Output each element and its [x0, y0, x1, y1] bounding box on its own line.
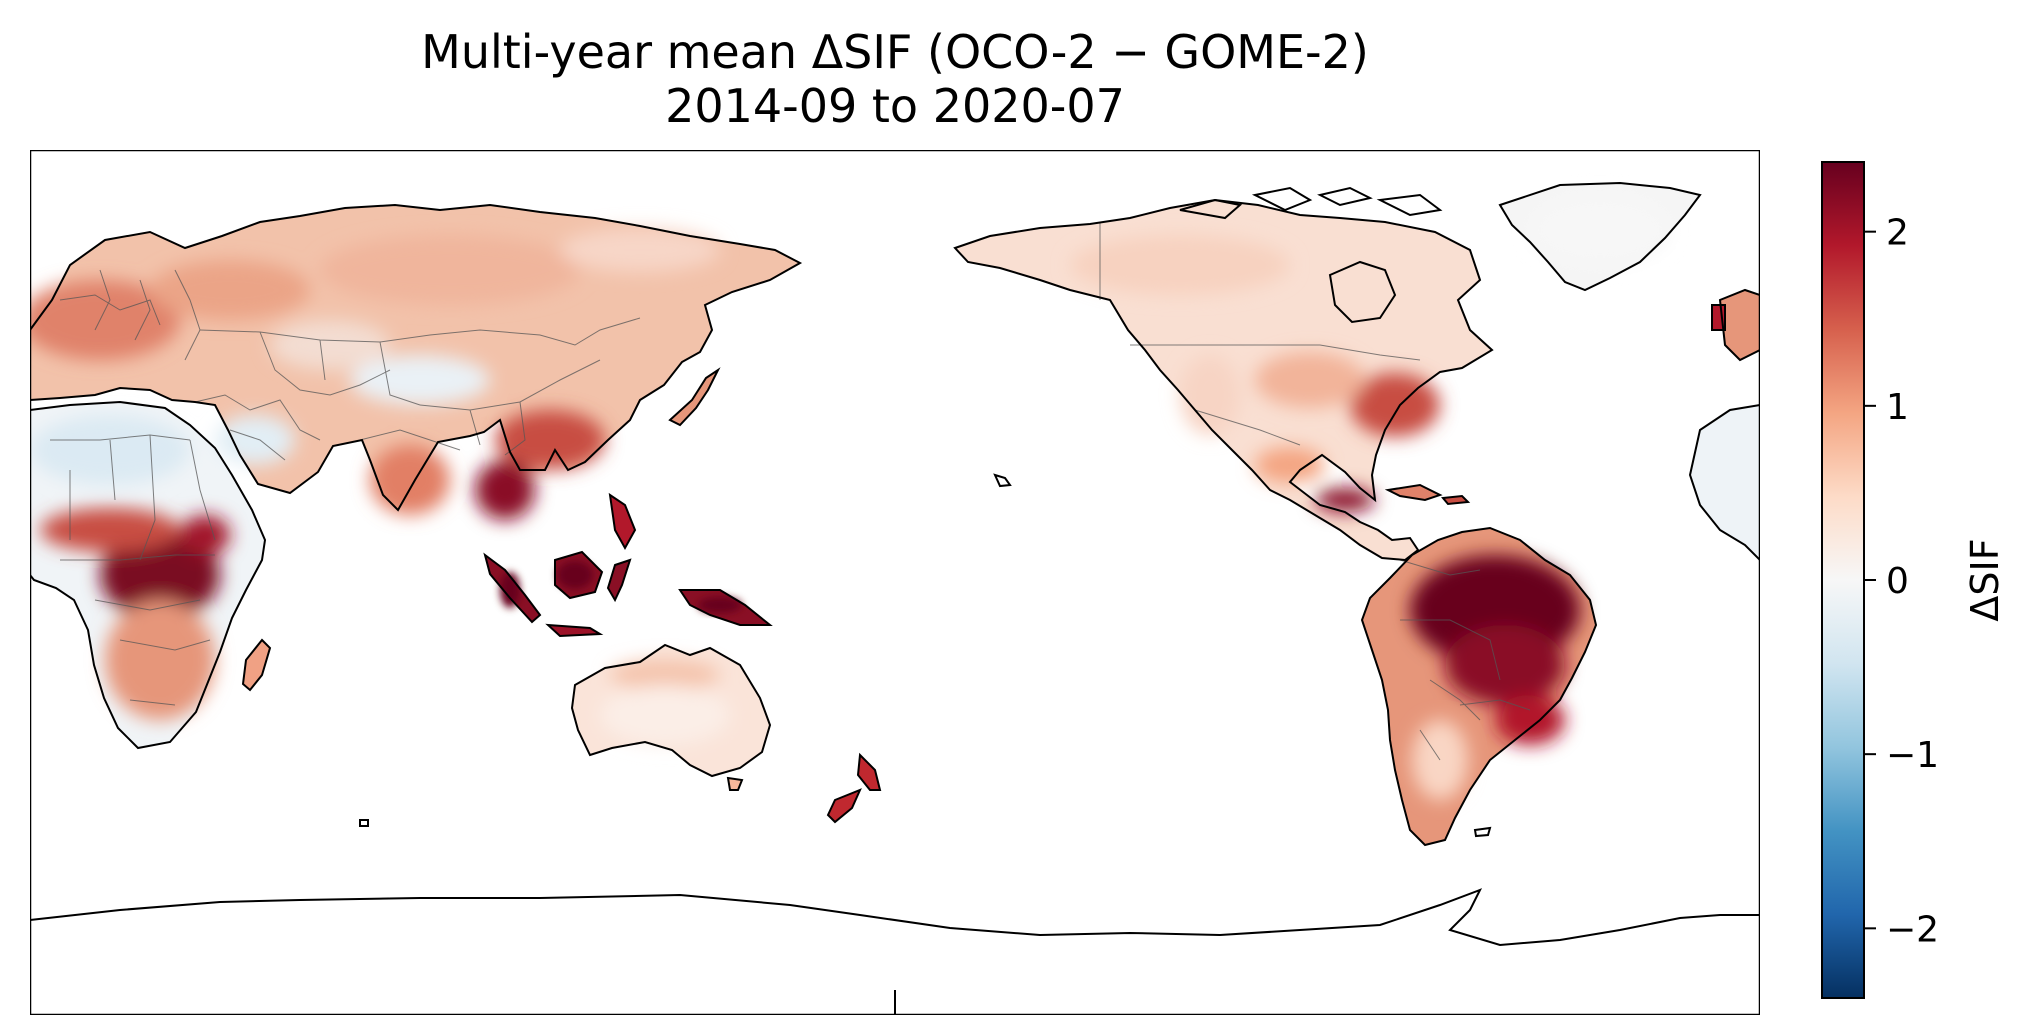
colorbar-tick-label: −2	[1886, 909, 1939, 950]
colorbar-tick-label: −1	[1886, 735, 1939, 776]
coast-madagascar	[241, 638, 272, 692]
country-borders	[50, 222, 1531, 761]
border-china	[419, 359, 601, 456]
coast-tasmania	[726, 776, 744, 791]
colorbar-tick-label: 1	[1886, 387, 1909, 428]
land-new-zealand	[828, 755, 880, 822]
hot-congo	[100, 530, 220, 620]
coast-africa-east-edge	[1688, 404, 1760, 561]
coast-japan	[668, 367, 721, 427]
coast-north-america	[953, 198, 1494, 562]
hot-brazil-southeast	[1495, 695, 1565, 745]
coast-uk	[1711, 304, 1726, 331]
hot-australia-interior	[600, 685, 730, 745]
hot-india	[370, 445, 450, 515]
border-africa	[50, 434, 216, 706]
coast-australia	[570, 643, 772, 778]
coast-hudson-bay	[1328, 260, 1397, 324]
hot-mexico	[1255, 447, 1325, 483]
border-india	[359, 429, 461, 451]
hot-indonesia-core	[557, 561, 593, 589]
land-antarctica	[30, 890, 1760, 1015]
land-africa-east-edge	[1690, 405, 1760, 560]
colorbar-ticks: −2 −1 0 1 2	[1864, 213, 1939, 950]
coast-sulawesi	[606, 558, 632, 603]
coast-antarctica	[30, 888, 1760, 947]
colorbar-label: ΔSIF	[1963, 538, 2007, 621]
coast-new-guinea	[678, 589, 773, 626]
chart-title: Multi-year mean ΔSIF (OCO-2 − GOME-2)	[421, 25, 1369, 79]
colorbar-gradient	[1821, 161, 1865, 999]
coast-java	[545, 623, 604, 638]
border-europe	[59, 269, 201, 361]
coast-philippines	[608, 492, 637, 551]
coast-sumatra	[483, 552, 542, 624]
hot-indochina	[475, 460, 535, 520]
hot-central-us	[1255, 352, 1365, 408]
border-south-america	[1399, 559, 1531, 761]
hot-australia-north	[610, 660, 720, 690]
border-middle-east	[194, 394, 321, 461]
map-panel	[30, 150, 1760, 1015]
land-java	[548, 625, 600, 636]
hot-siberia	[320, 235, 580, 305]
coast-south-america	[1360, 526, 1598, 847]
colorbar-tick-label: 2	[1886, 213, 1909, 254]
heat-hotspots	[30, 195, 1670, 800]
coast-cuba	[1384, 483, 1443, 502]
coast-small-islands	[359, 473, 1492, 838]
coast-arctic-islands	[1179, 186, 1443, 220]
chart-subtitle: 2014-09 to 2020-07	[665, 79, 1125, 133]
border-central-asia	[259, 331, 421, 406]
hot-west-africa	[40, 508, 180, 552]
coast-africa	[30, 400, 267, 750]
border-north-america	[1099, 222, 1421, 446]
hot-south-china	[495, 410, 605, 470]
border-russia-south	[199, 317, 641, 346]
hot-southern-africa	[105, 600, 215, 720]
hot-east-siberia	[560, 228, 720, 272]
hot-central-asia	[270, 320, 390, 370]
coast-eurasia	[30, 203, 803, 512]
hot-europe	[30, 280, 180, 360]
coast-borneo	[554, 550, 604, 600]
coast-europe-east-edge	[1718, 288, 1760, 362]
coast-greenland	[1498, 181, 1702, 292]
coast-hispaniola	[1441, 494, 1471, 506]
hot-east-africa	[180, 515, 230, 555]
coastlines	[30, 181, 1760, 1015]
hot-new-guinea-core	[698, 597, 742, 613]
hot-greenland	[1530, 195, 1670, 265]
hot-us-west	[1180, 355, 1240, 435]
hot-sahara	[30, 415, 190, 485]
hot-canada	[1070, 235, 1290, 295]
colorbar: −2 −1 0 1 2 ΔSIF	[1821, 161, 2007, 999]
hot-russia-west	[150, 260, 310, 320]
hot-central-america	[1315, 488, 1375, 512]
land-europe-east-edge	[1720, 290, 1760, 360]
colorbar-tick-label: 0	[1886, 561, 1909, 602]
hot-amazon-south	[1445, 625, 1565, 705]
land-philippines	[610, 495, 635, 548]
coast-new-zealand	[826, 752, 882, 824]
land-madagascar	[243, 640, 270, 690]
hot-arabia	[215, 415, 295, 465]
